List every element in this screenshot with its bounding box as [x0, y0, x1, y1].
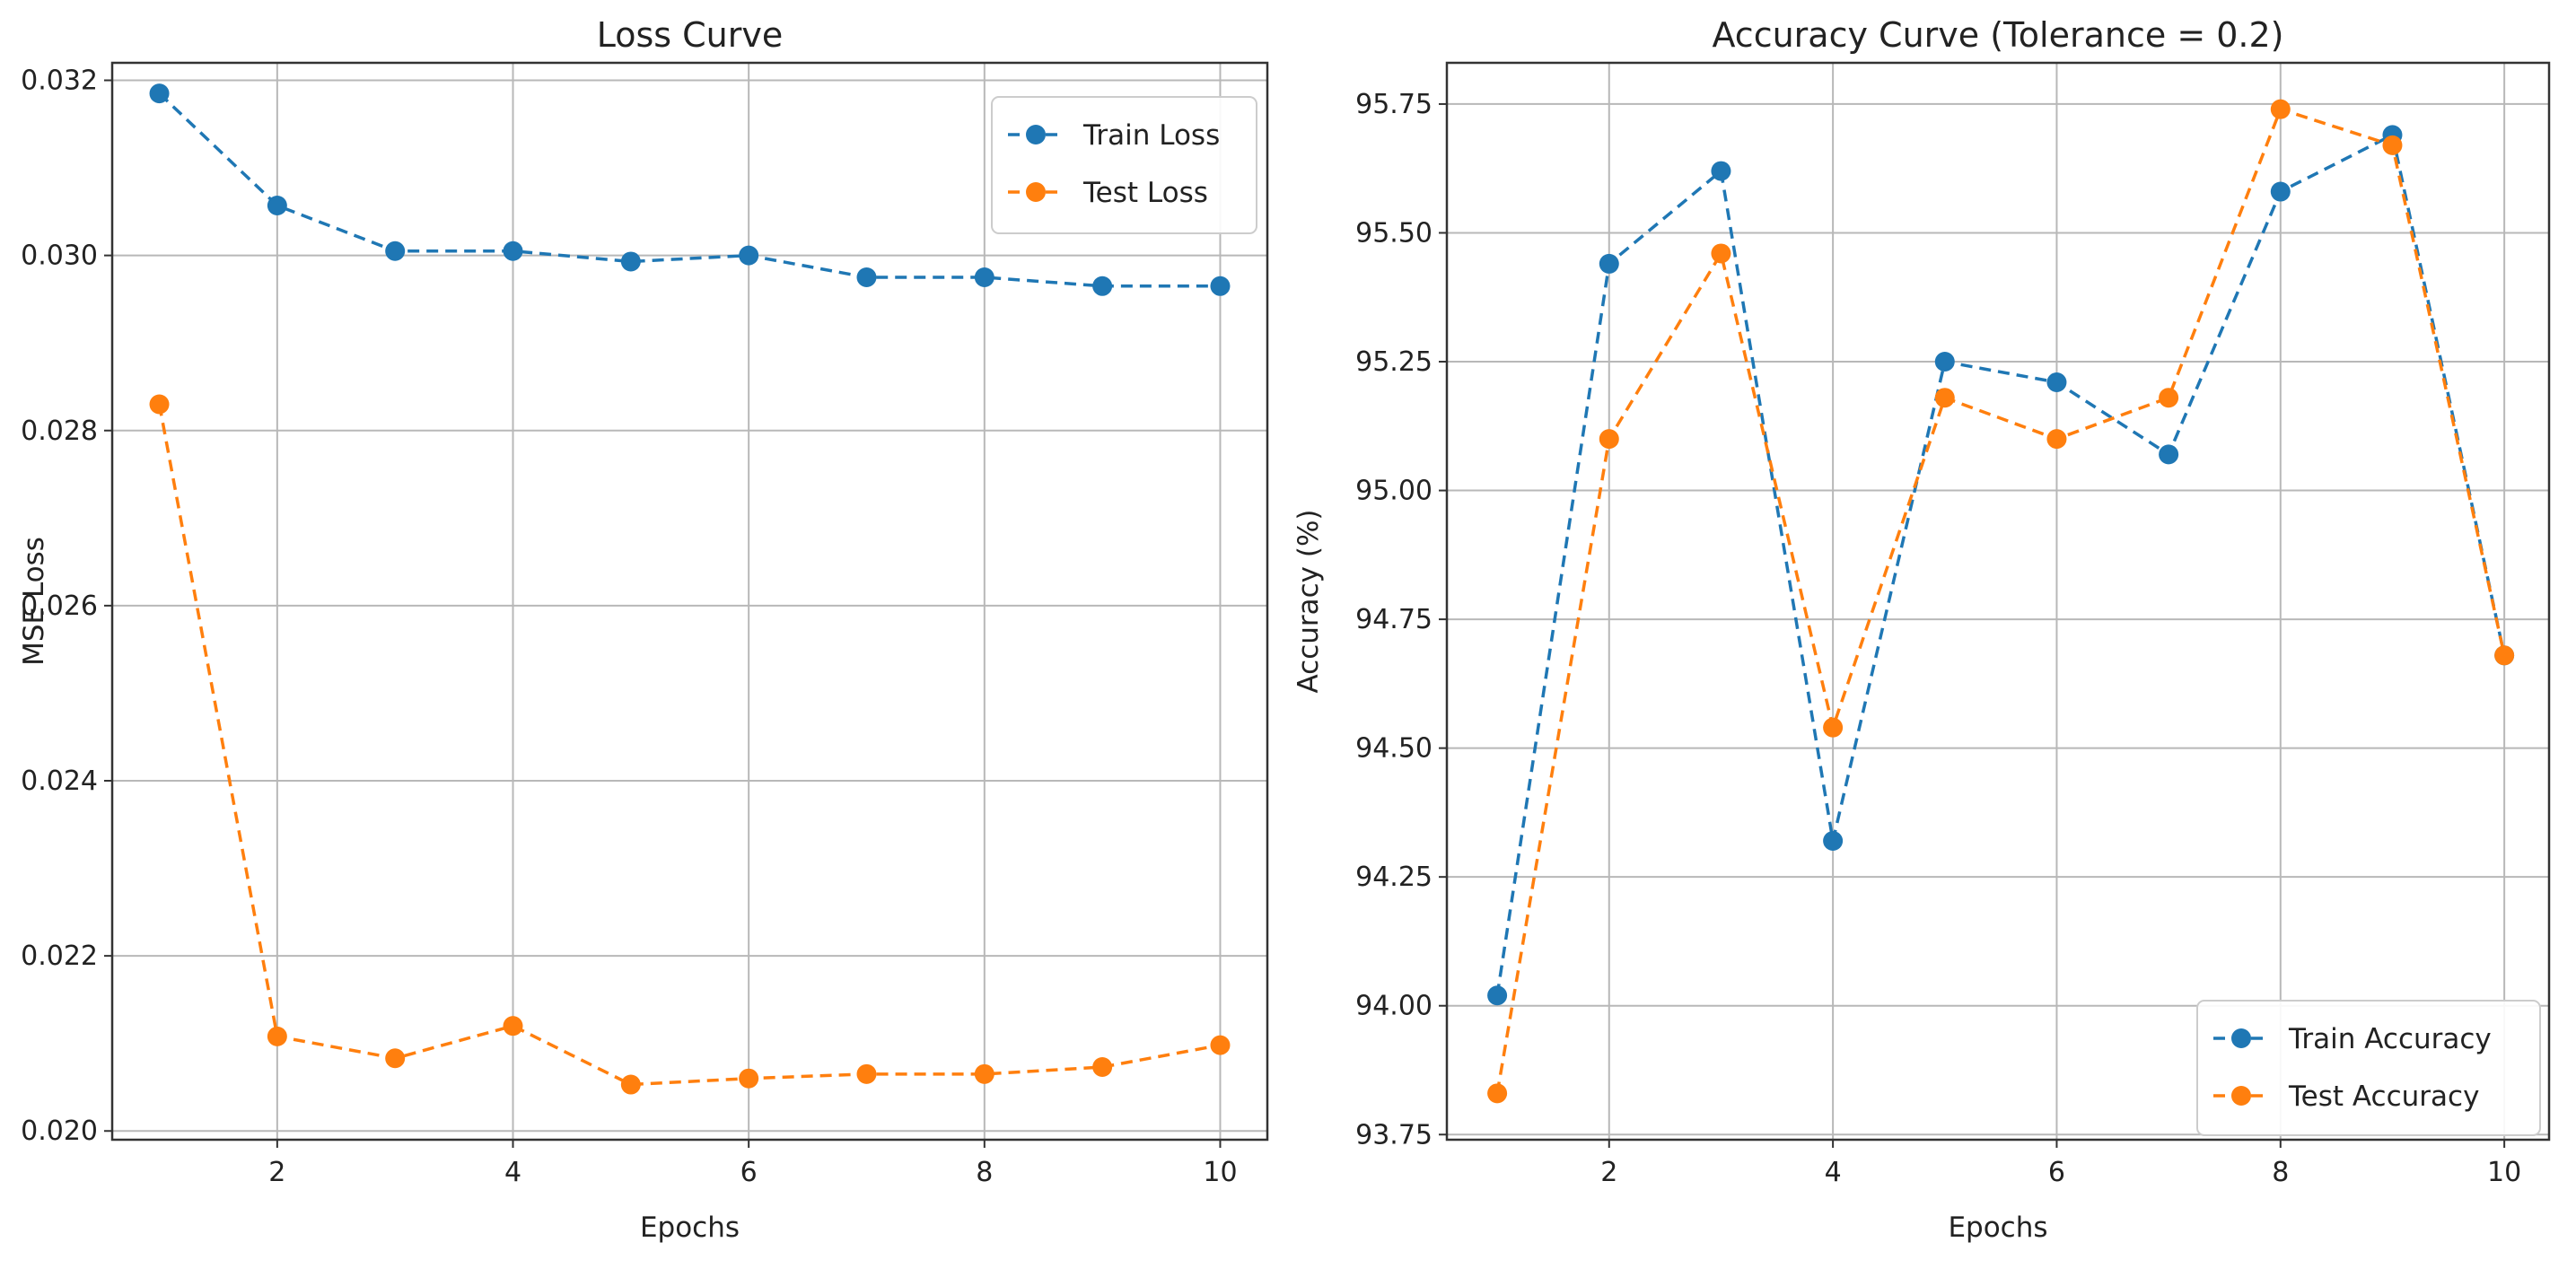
y-tick-label: 95.75: [1355, 89, 1433, 120]
data-point-test-loss: [503, 1016, 523, 1037]
data-point-test-accuracy: [2382, 135, 2403, 155]
x-tick-label: 2: [1600, 1157, 1617, 1188]
data-point-test-loss: [620, 1074, 641, 1095]
legend: Train Loss Test Loss: [991, 96, 1257, 234]
data-point-test-loss: [149, 394, 170, 415]
data-point-train-loss: [739, 245, 759, 266]
data-point-test-loss: [974, 1063, 994, 1084]
data-point-train-loss: [267, 196, 287, 216]
x-tick-label: 8: [2272, 1157, 2289, 1188]
data-point-test-loss: [856, 1063, 877, 1084]
legend: Train Accuracy Test Accuracy: [2196, 1000, 2541, 1136]
data-point-train-accuracy: [2270, 181, 2291, 202]
x-tick-label: 6: [2048, 1157, 2065, 1188]
series-line-train-accuracy: [1495, 132, 2506, 996]
data-point-train-loss: [856, 267, 877, 288]
y-tick-label: 95.25: [1355, 346, 1433, 378]
data-point-test-accuracy: [2494, 645, 2515, 666]
legend-label-train-accuracy: Train Accuracy: [2288, 1023, 2492, 1055]
y-tick-label: 95.50: [1355, 217, 1433, 249]
data-point-test-accuracy: [1934, 388, 1955, 408]
y-tick-label: 94.75: [1355, 604, 1433, 635]
y-tick-label: 0.024: [21, 765, 98, 797]
data-point-train-loss: [620, 251, 641, 272]
data-point-test-accuracy: [1487, 1083, 1508, 1104]
x-tick-label: 8: [976, 1157, 993, 1188]
y-tick-label: 95.00: [1355, 476, 1433, 507]
y-axis-label: MSE Loss: [18, 537, 50, 666]
y-tick-label: 0.032: [21, 66, 98, 97]
y-tick-label: 0.026: [21, 591, 98, 622]
data-point-train-loss: [149, 83, 170, 104]
data-point-train-accuracy: [1487, 985, 1508, 1006]
data-point-test-loss: [1210, 1035, 1231, 1055]
y-tick-label: 94.00: [1355, 991, 1433, 1022]
y-tick-label: 0.028: [21, 416, 98, 447]
series-line-test-accuracy: [1495, 107, 2506, 1094]
data-point-train-accuracy: [2159, 444, 2179, 465]
loss-chart-panel: 2 4 6 8 10 0.020 0.022 0.024 0.026 0.028 0.030 0.03…: [18, 15, 1269, 1244]
data-point-train-loss: [1210, 276, 1231, 296]
data-point-train-loss: [974, 267, 994, 288]
data-point-test-accuracy: [1711, 243, 1731, 264]
y-tick-label: 93.75: [1355, 1119, 1433, 1150]
data-point-test-accuracy: [1599, 429, 1619, 450]
data-point-test-accuracy: [2046, 429, 2067, 450]
data-point-train-accuracy: [1711, 161, 1731, 181]
plot-frame: [110, 61, 1269, 1142]
data-point-train-loss: [1092, 276, 1113, 296]
accuracy-chart-panel: 2 4 6 8 10 93.75 94.00 94.25 94.50 94.75 95.00 95.2…: [1292, 15, 2551, 1244]
data-point-test-accuracy: [1823, 717, 1844, 738]
legend-marker-train-accuracy: [2231, 1028, 2251, 1048]
chart-title: Loss Curve: [597, 15, 784, 55]
y-tick-label: 94.25: [1355, 862, 1433, 893]
y-tick-label: 94.50: [1355, 733, 1433, 765]
y-axis-label: Accuracy (%): [1292, 509, 1325, 693]
x-axis-label: Epochs: [1948, 1212, 2047, 1244]
data-point-train-accuracy: [2046, 372, 2067, 392]
x-tick-label: 4: [1825, 1157, 1842, 1188]
data-point-train-loss: [503, 241, 523, 261]
data-point-test-accuracy: [2270, 99, 2291, 119]
plot-frame: [1445, 61, 2551, 1142]
legend-label-test-loss: Test Loss: [1082, 177, 1208, 209]
y-tick-label: 0.030: [21, 241, 98, 272]
x-tick-label: 10: [2487, 1157, 2521, 1188]
x-tick-label: 4: [504, 1157, 521, 1188]
data-point-test-loss: [385, 1048, 406, 1069]
legend-marker-train-loss: [1026, 125, 1046, 144]
y-tick-label: 0.022: [21, 940, 98, 972]
legend-marker-test-accuracy: [2231, 1086, 2251, 1106]
data-point-test-accuracy: [2159, 388, 2179, 408]
data-point-test-loss: [739, 1068, 759, 1089]
legend-label-train-loss: Train Loss: [1082, 119, 1220, 152]
data-point-test-loss: [267, 1026, 287, 1046]
legend-box: [2196, 1000, 2541, 1136]
data-point-train-loss: [385, 241, 406, 261]
series-line-test-loss: [157, 404, 1221, 1087]
legend-box: [991, 96, 1257, 234]
data-point-train-accuracy: [1934, 352, 1955, 372]
legend-marker-test-loss: [1026, 182, 1046, 202]
x-axis-label: Epochs: [640, 1212, 740, 1244]
data-point-train-accuracy: [1823, 830, 1844, 851]
data-point-train-accuracy: [1599, 253, 1619, 274]
x-tick-label: 2: [268, 1157, 285, 1188]
legend-label-test-accuracy: Test Accuracy: [2288, 1080, 2479, 1113]
x-tick-label: 10: [1203, 1157, 1237, 1188]
y-tick-label: 0.020: [21, 1115, 98, 1147]
x-tick-label: 6: [740, 1157, 758, 1188]
data-point-test-loss: [1092, 1057, 1113, 1078]
chart-title: Accuracy Curve (Tolerance = 0.2): [1712, 15, 2283, 55]
